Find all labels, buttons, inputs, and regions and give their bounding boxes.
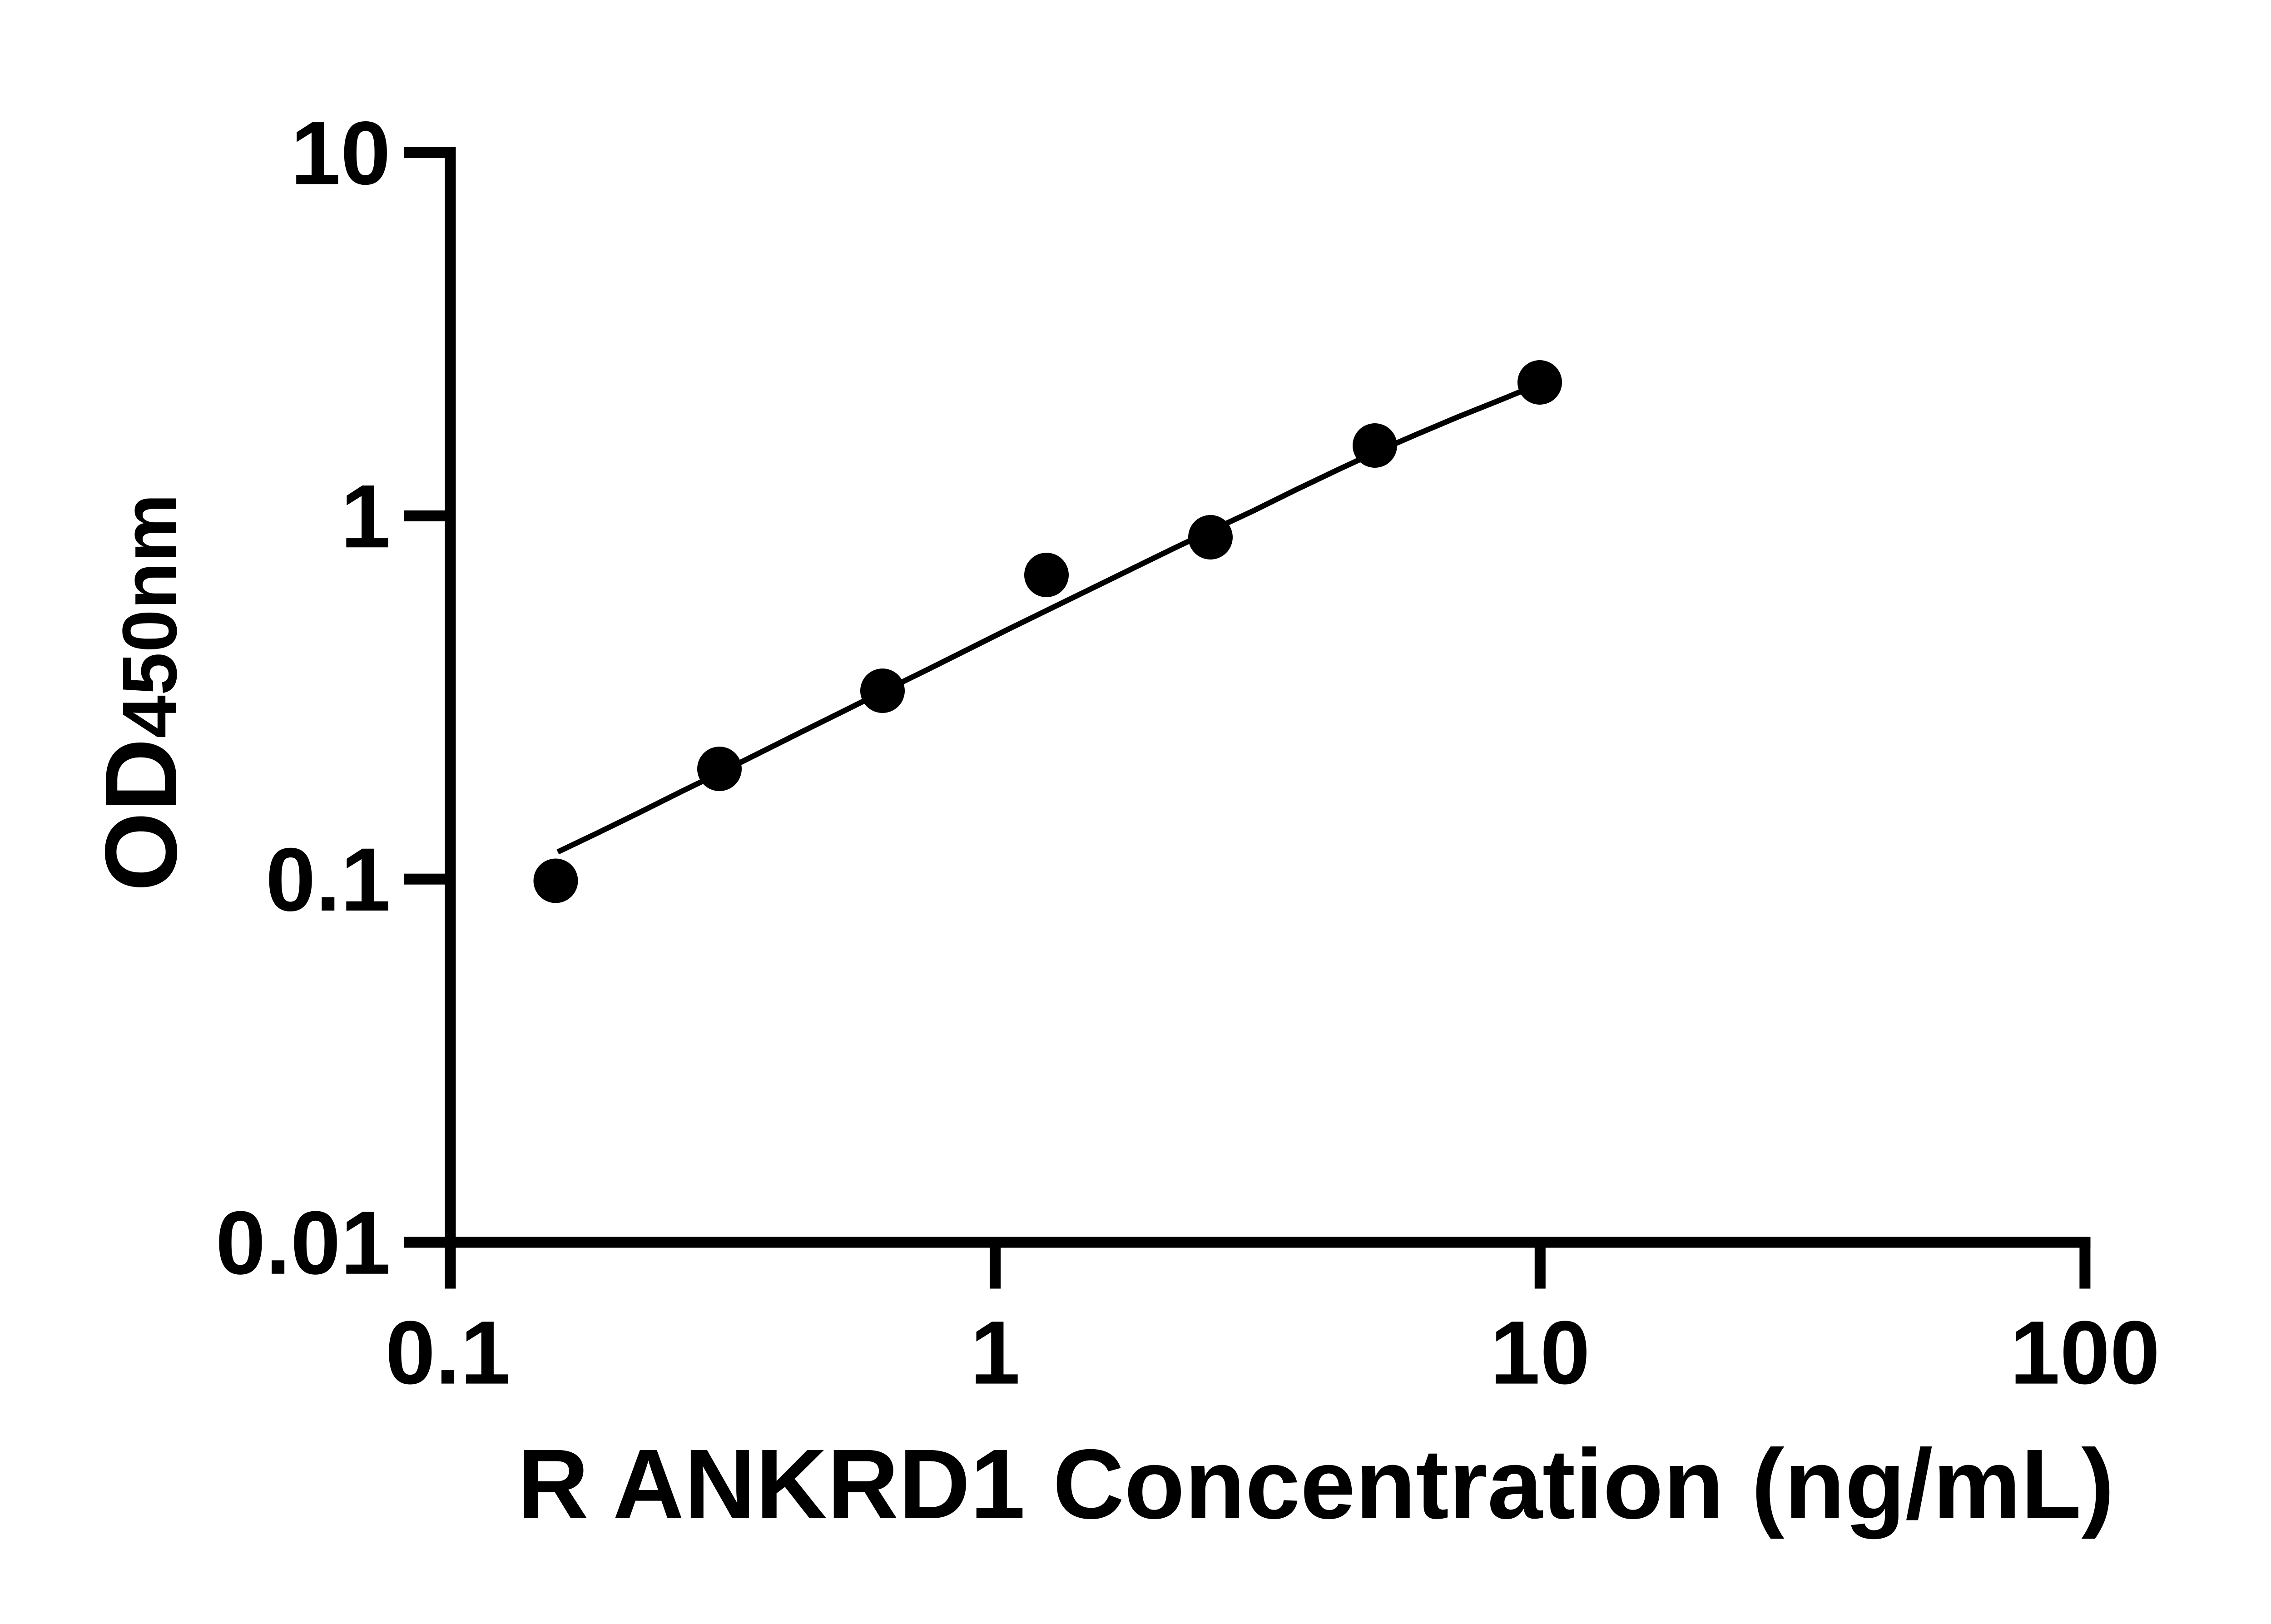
svg-text:100: 100: [2010, 1302, 2160, 1403]
svg-text:0.1: 0.1: [266, 829, 391, 930]
svg-text:0.1: 0.1: [385, 1302, 510, 1403]
svg-text:0.01: 0.01: [216, 1193, 391, 1293]
svg-text:R ANKRD1 Concentration (ng/mL): R ANKRD1 Concentration (ng/mL): [517, 1429, 2114, 1540]
svg-text:10: 10: [1490, 1302, 1590, 1403]
svg-text:10: 10: [291, 103, 391, 203]
svg-text:1: 1: [970, 1302, 1020, 1403]
svg-text:1: 1: [341, 466, 391, 566]
svg-text:OD450nm: OD450nm: [84, 494, 198, 891]
